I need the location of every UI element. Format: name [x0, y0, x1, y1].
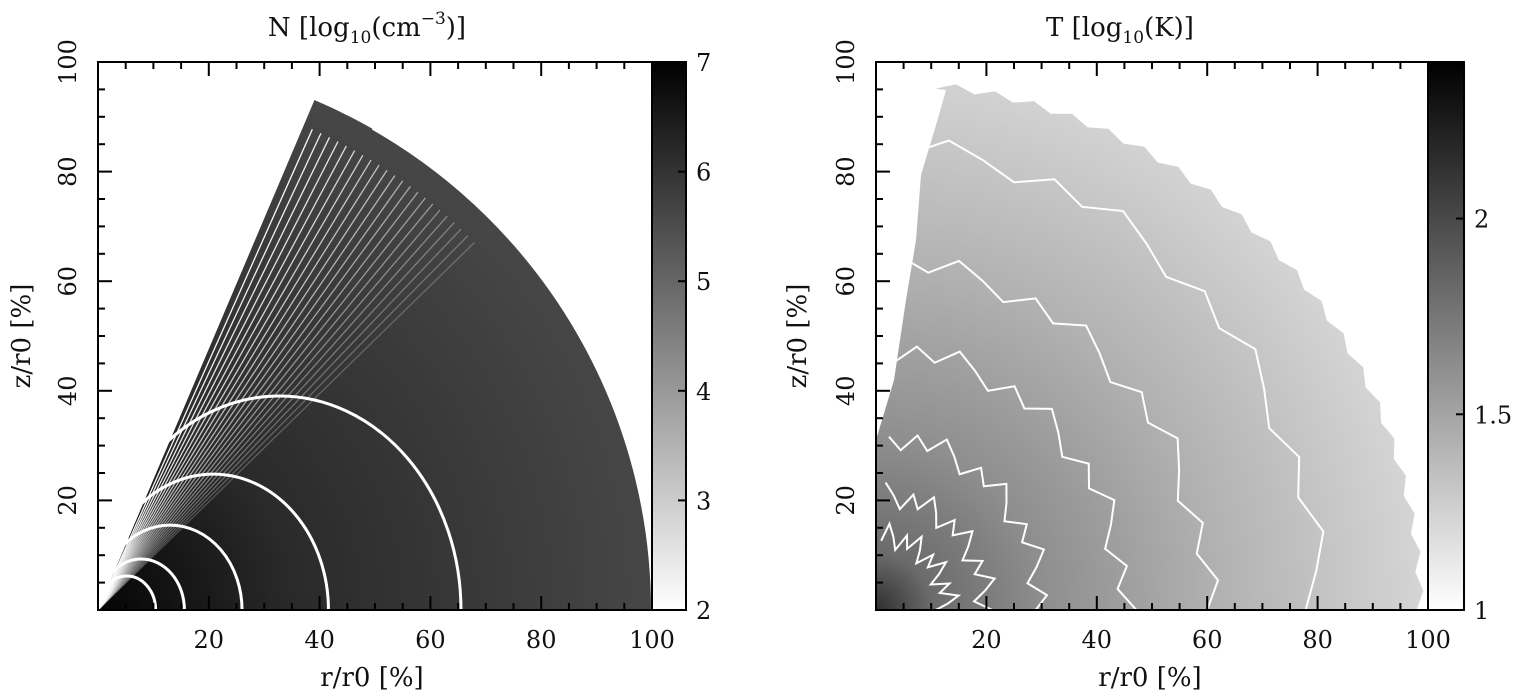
density-fan-line [97, 132, 322, 611]
density-fan-line [97, 197, 426, 611]
y-tick-label: 60 [54, 266, 82, 297]
temperature-map [876, 84, 1424, 611]
density-fan-line [97, 169, 388, 611]
temperature-contour [884, 481, 997, 611]
density-fan-line [97, 222, 455, 611]
x-tick-label: 100 [1405, 626, 1451, 654]
title-text: )] [446, 13, 466, 43]
colorbar-tick-label: 2 [696, 597, 711, 625]
y-tick-label: 60 [832, 266, 860, 297]
temperature-axes: 20 40 60 80 100 20 40 60 80 100 [832, 39, 1451, 654]
temperature-contour [901, 256, 1220, 611]
density-fan-line [97, 154, 364, 611]
title-text: )] [1174, 13, 1194, 43]
density-fan-line [97, 191, 419, 611]
density-contour [96, 394, 463, 611]
title-text: (cm [371, 13, 420, 43]
y-tick-label: 20 [54, 485, 82, 516]
colorbar-tick-label: 1.5 [1474, 401, 1512, 429]
temperature-ylabel: z/r0 [%] [783, 284, 813, 389]
title-text: T [log [1046, 13, 1122, 43]
x-tick-label: 60 [1192, 626, 1223, 654]
title-superscript: −3 [421, 9, 446, 29]
colorbar-tick-label: 7 [696, 49, 711, 77]
colorbar-tick-label: 6 [696, 159, 711, 187]
density-fan-line [97, 180, 404, 611]
y-tick-label: 40 [54, 376, 82, 407]
density-contour [96, 472, 330, 611]
density-xlabel: r/r0 [%] [320, 663, 423, 693]
y-tick-label: 100 [832, 39, 860, 85]
temperature-disk [876, 84, 1424, 610]
y-tick-label: 20 [832, 485, 860, 516]
x-tick-label: 20 [971, 626, 1002, 654]
x-tick-label: 20 [194, 626, 225, 654]
title-subscript: 10 [350, 28, 372, 48]
colorbar-tick-label: 3 [696, 487, 711, 515]
temperature-title: T [log10(K)] [1046, 13, 1194, 48]
density-colorbar: 2 3 4 5 6 7 [651, 49, 711, 625]
y-tick-label: 100 [54, 39, 82, 85]
colorbar-tick-label: 4 [696, 378, 711, 406]
title-text: (K [1144, 13, 1174, 43]
density-xlabel-text: r/r0 [%] [320, 663, 423, 693]
density-fan-line [97, 228, 462, 611]
density-fan-line [97, 175, 396, 611]
colorbar-fill [1427, 61, 1465, 611]
density-fan-line [97, 203, 434, 611]
colorbar-fill [651, 61, 687, 611]
density-rim [371, 127, 653, 611]
density-contour [96, 523, 244, 611]
density-fan-line [97, 164, 380, 611]
density-contour [96, 557, 186, 611]
y-tick-label: 80 [54, 156, 82, 187]
density-fan-line [97, 141, 339, 611]
temperature-contour [909, 139, 1325, 611]
colorbar-tick-label: 1 [1474, 597, 1489, 625]
colorbar-tick-label: 5 [696, 268, 711, 296]
density-fan-line [97, 241, 476, 611]
title-text: N [log [268, 13, 350, 43]
y-tick-label: 80 [832, 156, 860, 187]
density-fan-line [97, 235, 469, 611]
temperature-colorbar: 11.52 [1427, 61, 1512, 625]
temperature-contour [888, 433, 1049, 611]
density-fan-line [97, 129, 313, 611]
title-subscript: 10 [1122, 28, 1144, 48]
x-tick-label: 80 [1302, 626, 1333, 654]
y-tick-label: 40 [832, 376, 860, 407]
temperature-contour [880, 521, 962, 611]
density-fan-line [97, 137, 331, 611]
density-axes: 20 40 60 80 100 20 40 60 80 100 [54, 39, 675, 654]
density-fan-line [97, 209, 441, 611]
temperature-xlabel: r/r0 [%] [1098, 663, 1201, 693]
colorbar-tick-label: 2 [1474, 206, 1489, 234]
x-tick-label: 100 [629, 626, 675, 654]
density-panel: 2 3 4 5 6 7 20 40 60 80 100 20 40 60 80 100 N [log10(c… [7, 9, 711, 693]
temperature-contour [893, 345, 1138, 611]
density-fan-line [97, 159, 372, 611]
x-tick-label: 40 [304, 626, 335, 654]
density-title: N [log10(cm−3)] [268, 9, 466, 48]
x-tick-label: 40 [1082, 626, 1113, 654]
density-map [96, 100, 653, 611]
density-wedge [98, 100, 652, 610]
density-fan-line [97, 215, 448, 611]
x-tick-label: 60 [415, 626, 446, 654]
x-tick-label: 80 [526, 626, 557, 654]
density-ylabel: z/r0 [%] [7, 284, 37, 389]
